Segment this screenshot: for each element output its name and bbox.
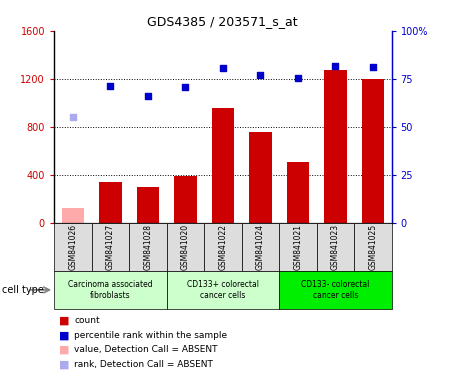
Bar <box>249 131 271 223</box>
Text: count: count <box>74 316 100 325</box>
Point <box>107 83 114 89</box>
Text: GSM841023: GSM841023 <box>331 223 340 270</box>
Text: GSM841028: GSM841028 <box>143 224 152 270</box>
Bar <box>354 223 392 271</box>
Bar <box>99 182 122 223</box>
Point <box>256 72 264 78</box>
Bar <box>166 223 204 271</box>
Text: GSM841021: GSM841021 <box>293 224 302 270</box>
Text: ■: ■ <box>58 345 69 355</box>
Text: value, Detection Call = ABSENT: value, Detection Call = ABSENT <box>74 345 218 354</box>
Bar <box>316 223 354 271</box>
Point <box>182 84 189 90</box>
Bar <box>54 223 91 271</box>
Bar <box>166 271 279 309</box>
Text: percentile rank within the sample: percentile rank within the sample <box>74 331 227 340</box>
Text: ■: ■ <box>58 359 69 369</box>
Text: GSM841020: GSM841020 <box>181 223 190 270</box>
Text: CD133+ colorectal
cancer cells: CD133+ colorectal cancer cells <box>187 280 259 300</box>
Bar <box>204 223 242 271</box>
Point <box>369 64 376 70</box>
Bar <box>212 108 234 223</box>
Bar <box>129 223 166 271</box>
Bar <box>279 271 392 309</box>
Text: cell type: cell type <box>2 285 44 295</box>
Title: GDS4385 / 203571_s_at: GDS4385 / 203571_s_at <box>148 15 298 28</box>
Bar <box>287 162 309 223</box>
Point <box>144 93 151 99</box>
Text: Carcinoma associated
fibroblasts: Carcinoma associated fibroblasts <box>68 280 153 300</box>
Bar <box>91 223 129 271</box>
Point <box>219 65 226 71</box>
Bar <box>324 70 346 223</box>
Text: ■: ■ <box>58 316 69 326</box>
Text: GSM841024: GSM841024 <box>256 223 265 270</box>
Text: GSM841022: GSM841022 <box>218 224 227 270</box>
Text: ■: ■ <box>58 330 69 340</box>
Text: GSM841027: GSM841027 <box>106 223 115 270</box>
Text: GSM841025: GSM841025 <box>368 223 377 270</box>
Point <box>332 63 339 69</box>
Bar <box>242 223 279 271</box>
Text: rank, Detection Call = ABSENT: rank, Detection Call = ABSENT <box>74 360 213 369</box>
Text: GSM841026: GSM841026 <box>68 223 77 270</box>
Point <box>294 74 302 81</box>
Bar <box>136 187 159 223</box>
Bar <box>279 223 316 271</box>
Text: CD133- colorectal
cancer cells: CD133- colorectal cancer cells <box>301 280 369 300</box>
Bar <box>62 208 84 223</box>
Bar <box>54 271 166 309</box>
Point <box>69 114 76 120</box>
Bar <box>174 176 197 223</box>
Bar <box>361 79 384 223</box>
